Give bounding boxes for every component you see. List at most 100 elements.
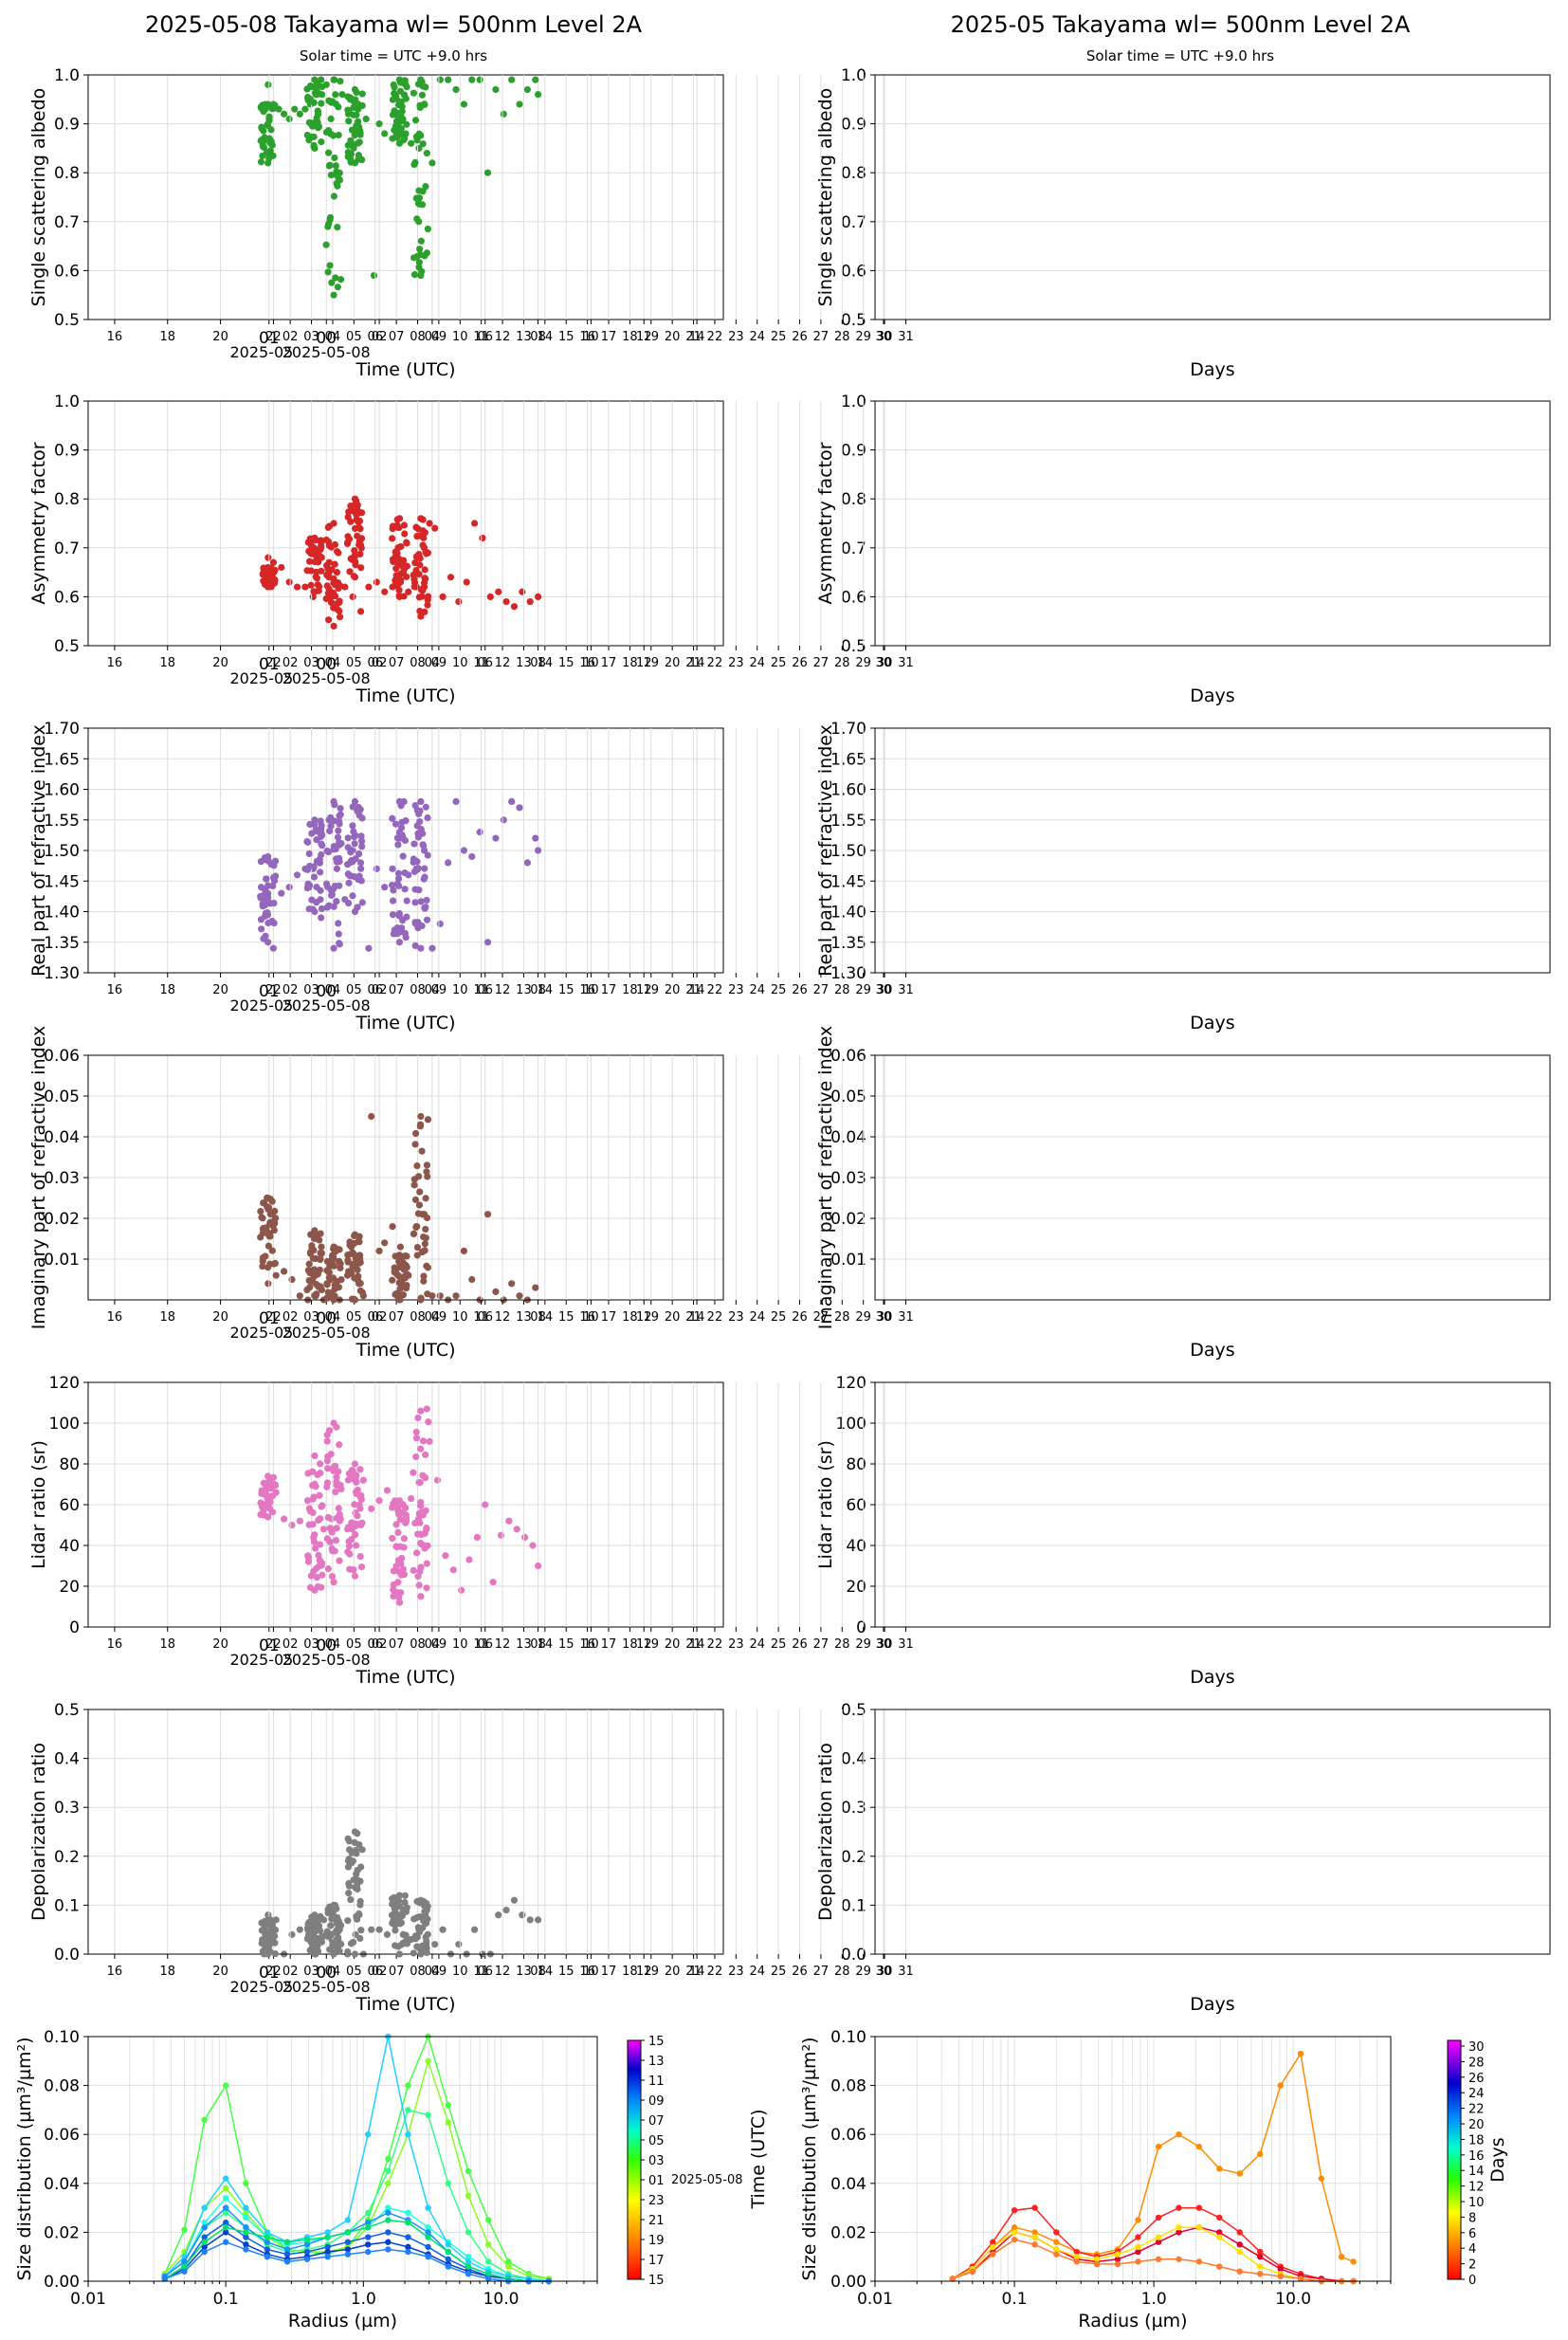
data-point xyxy=(410,1566,417,1574)
data-point xyxy=(398,928,406,936)
data-point xyxy=(316,859,324,867)
data-point xyxy=(492,85,500,94)
data-point xyxy=(410,1469,417,1476)
data-point xyxy=(345,899,353,907)
x-tick-label: 31 xyxy=(898,656,914,670)
data-point xyxy=(365,944,373,952)
x-tick-label: 12 xyxy=(495,983,511,997)
x-tick-label: 06 xyxy=(367,1637,383,1652)
series-point xyxy=(283,2246,291,2253)
data-point xyxy=(476,76,483,83)
y-axis-label: Real part of refractive index xyxy=(28,724,49,977)
data-point xyxy=(534,1916,542,1924)
data-point xyxy=(389,1534,396,1543)
data-point xyxy=(268,1492,276,1500)
data-point xyxy=(330,1901,337,1909)
data-point xyxy=(335,549,342,557)
data-point xyxy=(383,1930,392,1938)
daily-panel-ssa: 0.5 0.6 0.7 0.8 0.9 1.0 16 18 20 22 00 02 04 06 08 10 12… xyxy=(28,66,724,380)
series-point xyxy=(283,2239,291,2245)
x-tick-label: 15 xyxy=(558,656,574,670)
y-tick-label: 0.06 xyxy=(830,2126,866,2145)
y-axis-label: Single scattering albedo xyxy=(815,88,836,307)
x-tick-label: 13 xyxy=(516,330,532,344)
data-point xyxy=(333,898,340,905)
data-point xyxy=(311,1480,319,1488)
data-point xyxy=(323,1479,331,1487)
date-label: 2025-05 xyxy=(230,343,294,361)
series-point xyxy=(465,2263,472,2270)
data-point xyxy=(417,1950,425,1958)
data-point xyxy=(307,581,315,589)
series-point xyxy=(1176,2131,1182,2138)
data-point xyxy=(265,1942,273,1949)
data-point xyxy=(424,549,431,557)
data-point xyxy=(296,1517,303,1525)
data-point xyxy=(532,834,539,842)
y-tick-label: 0.9 xyxy=(54,116,80,135)
data-point xyxy=(285,578,293,586)
data-point xyxy=(318,100,325,107)
y-tick-label: 0.7 xyxy=(54,213,80,232)
data-point xyxy=(417,76,425,83)
data-point xyxy=(268,1247,276,1254)
data-point xyxy=(311,588,319,595)
x-tick-label: 21 xyxy=(685,330,702,344)
data-point xyxy=(336,597,343,605)
data-point xyxy=(346,1241,354,1249)
x-tick-label: 20 xyxy=(665,1965,681,1979)
data-point xyxy=(419,1437,428,1445)
series-point xyxy=(1277,2265,1284,2273)
data-point xyxy=(395,1296,404,1304)
data-point xyxy=(391,582,398,590)
x-tick-label: 04 xyxy=(425,1965,441,1979)
series-point xyxy=(990,2251,996,2258)
y-tick-label: 1.45 xyxy=(44,872,80,891)
data-point xyxy=(354,509,361,518)
x-tick-label: 14 xyxy=(689,330,705,344)
data-point xyxy=(346,1846,354,1854)
data-point xyxy=(394,1943,402,1950)
data-point xyxy=(390,1592,397,1600)
x-tick-label: 26 xyxy=(792,1637,808,1652)
data-point xyxy=(357,544,365,552)
data-point xyxy=(316,583,323,591)
data-point xyxy=(311,1950,319,1958)
data-point xyxy=(311,1531,319,1539)
data-point xyxy=(334,283,341,291)
data-point xyxy=(395,797,404,806)
data-point xyxy=(439,593,447,601)
data-point xyxy=(285,884,293,891)
series-line xyxy=(164,2219,549,2282)
data-point xyxy=(344,1863,353,1871)
x-tick-label: 11 xyxy=(473,330,489,344)
data-point xyxy=(411,899,419,906)
x-tick-label: 25 xyxy=(771,983,787,997)
data-point xyxy=(311,1911,319,1919)
data-point xyxy=(337,804,344,813)
data-point xyxy=(391,1915,398,1923)
y-tick-label: 0.08 xyxy=(44,2077,80,2096)
data-point xyxy=(416,1945,425,1952)
data-point xyxy=(397,576,405,584)
x-tick-label: 0.01 xyxy=(70,2290,106,2309)
x-tick-label: 20 xyxy=(212,1310,228,1325)
data-point xyxy=(400,521,409,529)
x-tick-label: 10 xyxy=(583,656,599,670)
colorbar-tick-label: 07 xyxy=(648,2114,665,2129)
data-point xyxy=(439,1926,447,1933)
plot-frame xyxy=(87,74,724,320)
x-tick-label: 06 xyxy=(367,983,383,997)
series-point xyxy=(1216,2263,1223,2270)
data-point xyxy=(310,873,319,881)
x-tick-label: 25 xyxy=(771,1310,787,1325)
data-point xyxy=(470,520,479,527)
data-point xyxy=(263,149,271,156)
data-point xyxy=(412,1435,421,1442)
series-point xyxy=(405,2234,411,2240)
y-axis-label: Single scattering albedo xyxy=(28,88,49,307)
data-point xyxy=(513,1526,520,1533)
data-point xyxy=(394,544,402,552)
series-point xyxy=(405,2248,411,2256)
